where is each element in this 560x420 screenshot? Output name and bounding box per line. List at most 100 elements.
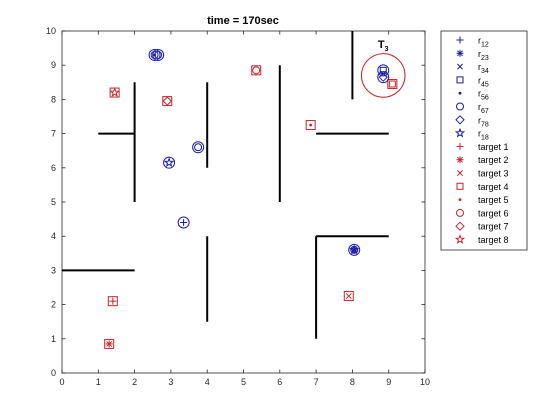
target-square-marker bbox=[343, 291, 354, 302]
legend-entry: target 1 bbox=[456, 142, 509, 152]
legend-label: r34 bbox=[478, 62, 489, 75]
annotations: T3 bbox=[360, 39, 406, 98]
target-point bbox=[309, 123, 313, 127]
legend-marker bbox=[456, 102, 464, 111]
legend-entry: r23 bbox=[456, 49, 489, 62]
robot-point bbox=[378, 72, 388, 82]
y-tick-label: 1 bbox=[51, 334, 56, 344]
robot-circle-marker bbox=[348, 243, 361, 256]
y-tick-label: 8 bbox=[51, 94, 56, 104]
legend-marker bbox=[457, 170, 463, 176]
robot-circle-marker bbox=[163, 156, 176, 169]
robot-point bbox=[194, 143, 203, 152]
legend-entry: target 2 bbox=[456, 155, 509, 165]
y-tick-label: 0 bbox=[51, 368, 56, 378]
legend-label: r23 bbox=[478, 49, 489, 62]
x-tick-label: 6 bbox=[277, 377, 282, 387]
y-tick-label: 7 bbox=[51, 129, 56, 139]
legend-entry: target 6 bbox=[456, 208, 509, 218]
legend-entry: target 7 bbox=[455, 221, 509, 232]
y-tick-label: 5 bbox=[51, 197, 56, 207]
legend-entry: r45 bbox=[456, 75, 489, 88]
legend-entry: target 5 bbox=[458, 195, 509, 205]
legend-label: target 4 bbox=[478, 182, 509, 192]
x-tick-label: 10 bbox=[420, 377, 430, 387]
legend-entry: r12 bbox=[456, 36, 489, 49]
legend-marker bbox=[457, 63, 463, 70]
legend-marker bbox=[458, 91, 462, 95]
legend-entry: r67 bbox=[456, 102, 489, 115]
robot-circle-marker bbox=[192, 141, 205, 154]
y-tick-label: 6 bbox=[51, 163, 56, 173]
target-square-marker bbox=[104, 338, 115, 349]
legend-marker bbox=[456, 182, 464, 190]
legend-label: r12 bbox=[478, 36, 489, 49]
target-square-marker bbox=[251, 65, 262, 76]
walls bbox=[62, 31, 389, 339]
robot-point bbox=[180, 219, 188, 227]
legend-marker bbox=[456, 142, 464, 150]
y-tick-label: 2 bbox=[51, 300, 56, 310]
annotation-label: T3 bbox=[378, 39, 389, 53]
robot-circle-marker bbox=[177, 216, 190, 229]
legend-entry: r78 bbox=[455, 115, 489, 128]
legend-label: target 3 bbox=[478, 169, 509, 179]
data-marks bbox=[104, 48, 398, 349]
legend-marker bbox=[456, 156, 464, 164]
legend-label: r45 bbox=[478, 75, 489, 88]
legend-label: r18 bbox=[478, 129, 489, 142]
legend-marker bbox=[456, 36, 464, 44]
legend-label: r78 bbox=[478, 115, 489, 128]
x-tick-label: 9 bbox=[386, 377, 391, 387]
robot-point bbox=[163, 157, 175, 168]
y-tick-label: 3 bbox=[51, 265, 56, 275]
legend-label: target 6 bbox=[478, 208, 509, 218]
x-tick-label: 4 bbox=[205, 377, 210, 387]
legend-marker bbox=[456, 208, 464, 217]
legend-marker bbox=[455, 221, 465, 231]
robot-circle-marker bbox=[377, 71, 390, 84]
robot-point bbox=[150, 50, 159, 59]
legend-label: r56 bbox=[478, 89, 489, 102]
legend-entry: r18 bbox=[454, 127, 489, 142]
x-tick-label: 2 bbox=[132, 377, 137, 387]
legend-label: target 1 bbox=[478, 142, 509, 152]
legend-marker bbox=[455, 115, 465, 125]
target-point bbox=[109, 297, 117, 305]
x-tick-label: 8 bbox=[350, 377, 355, 387]
x-tick-label: 3 bbox=[168, 377, 173, 387]
x-tick-label: 7 bbox=[314, 377, 319, 387]
legend-label: r67 bbox=[478, 102, 489, 115]
target-point bbox=[162, 96, 172, 106]
legend-entry: target 4 bbox=[456, 182, 509, 192]
x-tick-label: 5 bbox=[241, 377, 246, 387]
legend-marker bbox=[454, 234, 466, 244]
target-square-marker bbox=[305, 120, 316, 131]
robot-circle-marker bbox=[152, 48, 165, 61]
target-point bbox=[109, 87, 120, 97]
chart-title: time = 170sec bbox=[207, 15, 279, 27]
legend-label: target 5 bbox=[478, 195, 509, 205]
y-tick-label: 4 bbox=[51, 231, 56, 241]
target-square-marker bbox=[387, 79, 398, 90]
target-point bbox=[252, 66, 261, 75]
legend-marker bbox=[456, 76, 464, 84]
y-tick-label: 10 bbox=[46, 26, 56, 36]
legend-entry: target 8 bbox=[454, 234, 509, 245]
legend-label: target 8 bbox=[478, 235, 509, 245]
legend-label: target 7 bbox=[478, 222, 509, 232]
plot-area bbox=[61, 30, 426, 374]
robot-circle-marker bbox=[148, 48, 161, 61]
target-point bbox=[105, 340, 113, 348]
legend-marker bbox=[456, 49, 464, 57]
highlight-circle bbox=[360, 53, 406, 98]
legend-box bbox=[440, 30, 528, 251]
legend-marker bbox=[454, 127, 466, 138]
legend-marker bbox=[458, 198, 462, 202]
robot-point bbox=[154, 50, 163, 59]
robot-point bbox=[349, 244, 360, 255]
x-tick-label: 0 bbox=[59, 377, 64, 387]
target-point bbox=[388, 80, 396, 88]
